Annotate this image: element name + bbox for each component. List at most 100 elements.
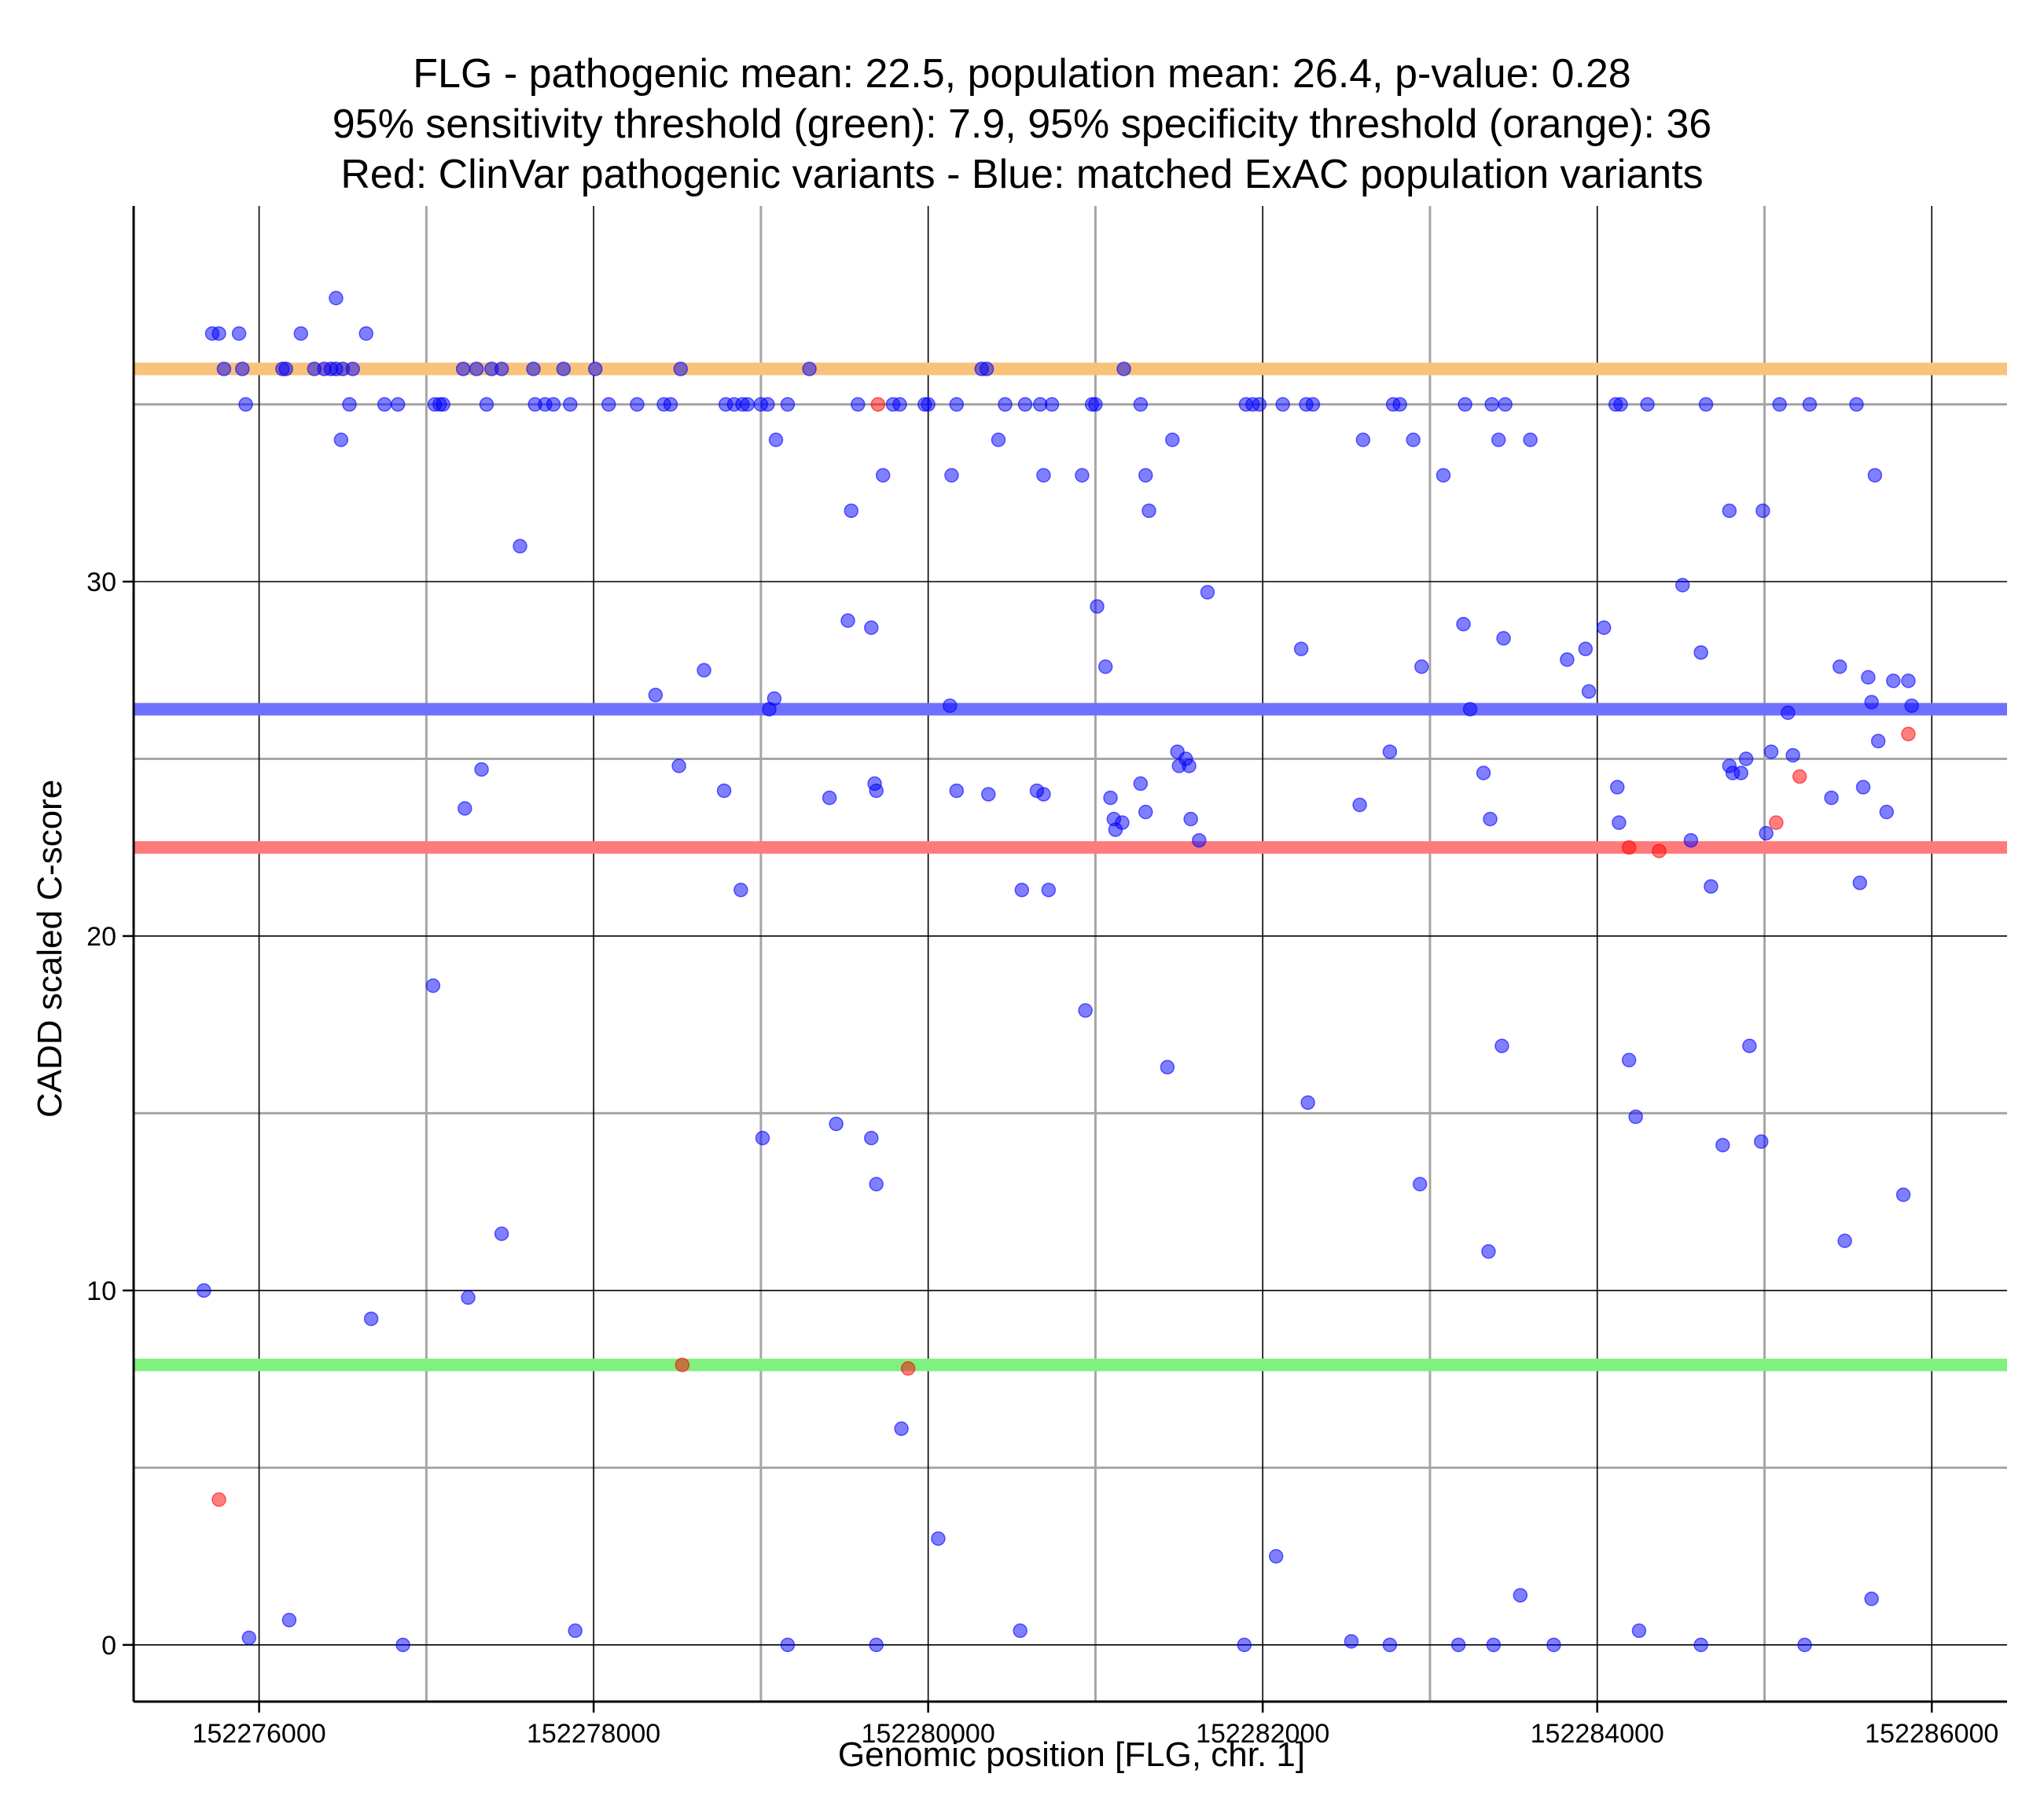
population-variant-point [1044, 397, 1060, 412]
population-variant-point [944, 468, 959, 483]
population-variant-point [1382, 1637, 1398, 1653]
population-variant-point [1693, 1637, 1708, 1653]
population-variant-point [1864, 695, 1879, 710]
population-variant-point [425, 978, 441, 993]
population-variant-point [1904, 698, 1919, 714]
population-variant-point [980, 787, 996, 802]
population-variant-point [342, 397, 357, 412]
population-variant-point [760, 397, 775, 412]
population-variant-point [1631, 1623, 1647, 1639]
population-variant-point [1115, 815, 1130, 830]
population-variant-point [1491, 432, 1506, 447]
population-variant-point [1141, 503, 1156, 519]
population-variant-point [1867, 468, 1883, 483]
population-variant-point [1785, 747, 1800, 763]
population-variant-point [329, 290, 344, 306]
population-variant-point [697, 663, 711, 677]
population-variant-point [1640, 397, 1655, 412]
population-variant-point [1621, 1052, 1637, 1068]
population-variant-point [1870, 733, 1886, 749]
population-variant-point [1133, 776, 1149, 791]
population-variant-point [1494, 1038, 1509, 1053]
population-variant-point [1252, 397, 1267, 412]
population-variant-point [1628, 1109, 1643, 1125]
population-variant-point [1458, 397, 1472, 412]
x-tick-label: 152284000 [1531, 1719, 1664, 1749]
population-variant-point [1305, 397, 1321, 412]
population-variant-point [875, 468, 891, 483]
population-variant-point [1355, 432, 1371, 447]
title-line-2: 95% sensitivity threshold (green): 7.9, … [332, 101, 1712, 147]
pathogenic-variant-point [1769, 815, 1784, 830]
population-variant-point [1759, 825, 1774, 841]
population-variant-point [1901, 674, 1916, 689]
population-variant-point [1103, 790, 1118, 806]
population-variant-point [1523, 432, 1538, 447]
population-variant-point [1165, 432, 1180, 447]
population-variant-point [1581, 684, 1597, 700]
x-axis-title: Genomic position [FLG, chr. 1] [838, 1735, 1305, 1774]
population-variant-point [844, 503, 859, 519]
population-variant-point [949, 783, 965, 799]
population-variant-point [1742, 1038, 1757, 1053]
population-variant-point [216, 362, 232, 376]
pathogenic-variant-point [1652, 843, 1667, 858]
population-variant-point [1382, 744, 1398, 759]
population-variant-point [1895, 1187, 1911, 1203]
population-variant-point [469, 362, 484, 376]
population-variant-point [1116, 362, 1131, 376]
population-variant-point [1138, 804, 1153, 820]
pathogenic-variant-point [870, 397, 886, 412]
population-variant-point [1772, 397, 1787, 412]
tick-labels: 152276000 152278000 152280000 152282000 1522… [86, 567, 1998, 1749]
y-axis-title: CADD scaled C-score [31, 780, 69, 1118]
population-variant-point [345, 362, 360, 376]
population-variant-point [998, 397, 1013, 412]
title-line-1: FLG - pathogenic mean: 22.5, population … [413, 51, 1631, 97]
population-variant-point [563, 397, 578, 412]
population-variant-point [869, 783, 884, 799]
population-variant-point [513, 538, 528, 554]
population-variant-point [822, 790, 837, 806]
population-variant-point [1612, 815, 1627, 830]
population-variant-point [1036, 787, 1051, 802]
population-variant-point [1886, 674, 1901, 689]
population-variant-point [1200, 585, 1215, 600]
population-variant-point [568, 1623, 583, 1639]
population-variant-point [869, 1177, 884, 1192]
population-variant-point [1610, 780, 1625, 795]
population-variant-point [1192, 832, 1207, 848]
population-variant-point [1183, 811, 1198, 827]
y-tick-label: 10 [86, 1276, 116, 1306]
population-variant-point [1450, 1637, 1466, 1653]
population-variant-point [546, 397, 561, 412]
population-variant-point [991, 432, 1006, 447]
population-variant-point [587, 362, 603, 376]
population-variant-point [479, 397, 494, 412]
population-variant-point [1483, 811, 1498, 827]
population-variant-point [1406, 432, 1421, 447]
population-variant-point [630, 397, 645, 412]
population-variant-point [1755, 503, 1770, 519]
population-variant-point [1414, 659, 1429, 674]
pathogenic-variant-point [675, 1357, 690, 1372]
population-variant-point [1476, 766, 1491, 780]
population-variant-point [1268, 1548, 1284, 1564]
population-variant-point [1698, 397, 1714, 412]
population-variant-point [333, 432, 349, 447]
population-variant-point [241, 1630, 257, 1646]
population-variant-point [1683, 832, 1699, 848]
population-variant-point [1036, 468, 1051, 483]
population-variant-point [1481, 1244, 1496, 1259]
grid-layer [134, 206, 2007, 1702]
x-tick-label: 152286000 [1865, 1719, 1998, 1749]
population-variant-point [1486, 1637, 1502, 1653]
population-variant-point [1017, 397, 1033, 412]
population-variant-point [1715, 1137, 1730, 1153]
population-variant-point [1293, 641, 1309, 656]
population-variant-point [494, 1226, 509, 1241]
population-variant-point [1078, 1003, 1093, 1018]
population-variant-point [1738, 751, 1754, 766]
population-variant-point [671, 758, 686, 773]
population-variant-point [1352, 797, 1367, 813]
